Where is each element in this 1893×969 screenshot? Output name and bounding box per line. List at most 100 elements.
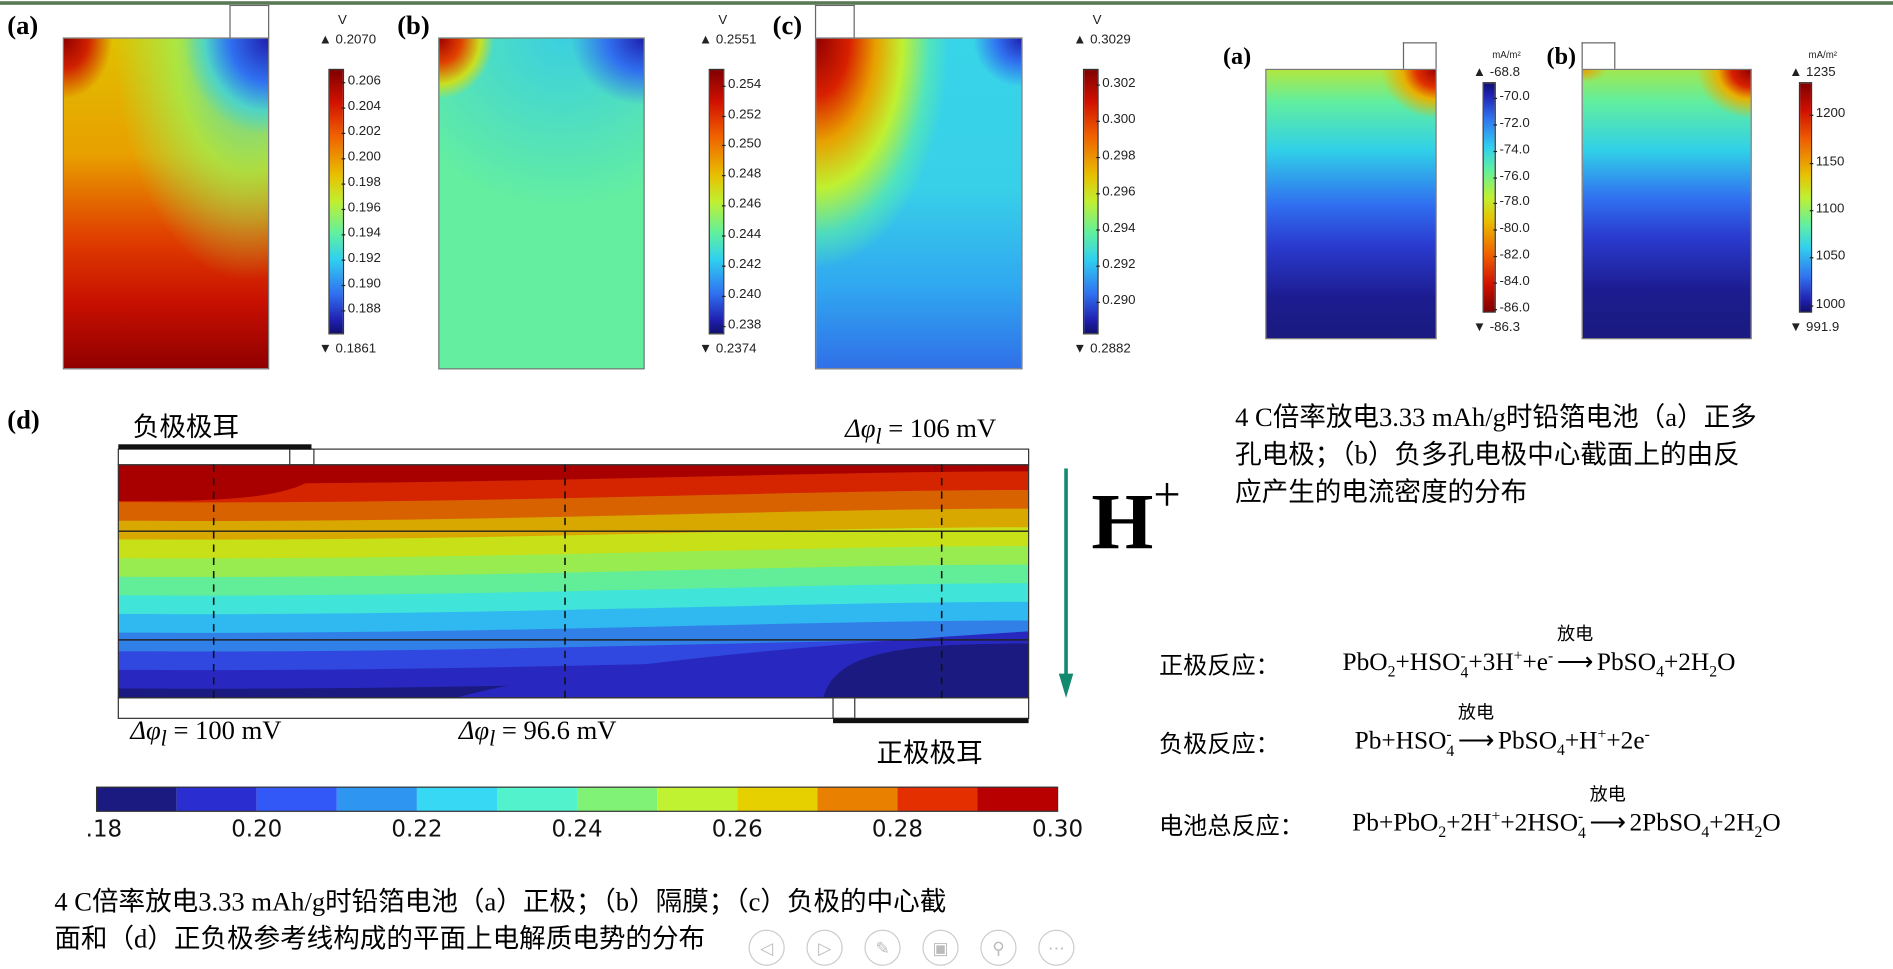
eq-text: +HSO	[1395, 647, 1461, 677]
negative-collector-strip	[117, 448, 1030, 466]
colorbar-b-unit: V	[718, 13, 728, 28]
reaction-equation: Pb+PbO2+2H++2HSO -4 放电 ⟶ 2PbSO4+2H2O	[1352, 786, 1780, 841]
eq-text: Pb+HSO	[1354, 725, 1447, 755]
right-colorbar-b-tick-mark	[1809, 115, 1814, 117]
arrow-icon: ⟶	[1556, 647, 1594, 677]
ion-flow-arrow-icon	[1058, 468, 1074, 698]
more-icon[interactable]: ⋯	[1038, 929, 1075, 966]
reaction-equation: Pb+HSO -4 放电 ⟶ PbSO4+H++2e-	[1354, 704, 1650, 759]
panel-d-colorbar: 0.18 0.20 0.22 0.24 0.26 0.28 0.30	[85, 786, 1083, 843]
colorbar-b-tick-label: 0.238	[728, 316, 762, 332]
colorbar-tick-label: 0.28	[872, 817, 923, 843]
eq-text: PbSO	[1497, 725, 1558, 755]
panel-b-heatmap	[438, 37, 645, 370]
colorbar-tick-label: 0.24	[552, 817, 603, 843]
colorbar-c-tick-label: 0.292	[1102, 257, 1136, 272]
right-panel-b-tab	[1581, 42, 1616, 69]
right-colorbar-a-tick-label: -86.0	[1499, 300, 1530, 315]
right-colorbar-a-min: ▼ -86.3	[1472, 319, 1521, 335]
right-colorbar-a-tick-mark	[1493, 176, 1498, 179]
right-colorbar-b-tick-label: 1000	[1815, 296, 1846, 312]
colorbar-a-tick-mark	[341, 157, 346, 159]
colorbar-a-unit: V	[338, 13, 347, 28]
colorbar-a-tick-label: 0.196	[347, 200, 381, 215]
colorbar-c-unit: V	[1092, 13, 1102, 28]
negative-tab-bar	[118, 444, 312, 450]
ion-charge: +	[1153, 467, 1181, 522]
next-icon[interactable]: ▷	[806, 929, 843, 966]
eq-subsup: -4	[1460, 647, 1469, 682]
slide-nav-bar: ◁ ▷ ✎ ▣ ⚲ ⋯	[748, 929, 1075, 966]
dphi-top-right: Δφl = 106 mV	[845, 413, 996, 450]
right-colorbar-b-tick-label: 1200	[1815, 106, 1846, 122]
eq-sub: 4	[1701, 822, 1710, 841]
dphi-symbol: Δφ	[458, 714, 490, 745]
right-colorbar-b-tick-label: 1050	[1815, 249, 1846, 264]
panel-b-label: (b)	[397, 9, 430, 40]
colorbar-a-tick-mark	[341, 81, 346, 83]
right-colorbar-a-tick-label: -78.0	[1499, 194, 1530, 210]
colorbar-band	[336, 787, 417, 812]
right-colorbar-a-unit: mA/m²	[1492, 49, 1521, 61]
colorbar-c-tick-label: 0.290	[1102, 293, 1136, 308]
eq-text: +2H	[1709, 807, 1755, 837]
top-divider	[0, 1, 1893, 5]
right-colorbar-a-tick-label: -82.0	[1499, 247, 1530, 263]
dphi-bottom-left: Δφl = 100 mV	[130, 715, 281, 752]
right-colorbar-a-bar	[1482, 82, 1496, 313]
right-colorbar-a-tick-mark	[1493, 308, 1498, 310]
right-colorbar-a-tick-label: -80.0	[1499, 221, 1530, 236]
colorbar-b-tick-mark	[721, 205, 726, 207]
right-colorbar-a-tick-label: -74.0	[1499, 142, 1530, 157]
colorbar-c-tick-mark	[1096, 265, 1100, 267]
colorbar-b-tick-label: 0.242	[728, 256, 762, 272]
right-panel-a-label: (a)	[1222, 43, 1252, 71]
eq-text: O	[1717, 647, 1736, 677]
colorbar-c-tick-mark	[1096, 85, 1100, 87]
right-colorbar-b-tick-mark	[1809, 257, 1814, 259]
right-colorbar-b-min: ▼ 991.9	[1789, 319, 1840, 335]
colorbar-band	[176, 787, 257, 812]
zoom-icon[interactable]: ⚲	[980, 929, 1017, 966]
right-panel-a-tab	[1402, 42, 1437, 69]
eq-text: Pb+PbO	[1352, 807, 1439, 837]
colorbar-border	[95, 786, 1059, 812]
eq-sub: 4	[1460, 663, 1469, 682]
colorbar-a-tick-mark	[341, 310, 346, 312]
right-colorbar-a-max: ▲ -68.8	[1472, 65, 1521, 80]
panel-d-field	[117, 444, 1030, 724]
colorbar-band	[416, 787, 498, 812]
panel-d-label: (d)	[7, 404, 40, 435]
colorbar-c-max: ▲ 0.3029	[1073, 32, 1131, 48]
colorbar-a-tick-label: 0.200	[347, 149, 381, 164]
eq-sup: +	[1597, 724, 1607, 743]
right-colorbar-b-bar	[1798, 82, 1813, 313]
colorbar-b-tick-label: 0.254	[728, 76, 762, 92]
eq-text: PbSO	[1596, 647, 1657, 677]
reaction-label: 电池总反应：	[1159, 813, 1304, 841]
eq-sub: 4	[1557, 740, 1565, 759]
right-colorbar-a-tick-label: -76.0	[1499, 168, 1530, 184]
panel-c-label: (c)	[772, 9, 803, 40]
eq-subsup: -4	[1578, 808, 1586, 841]
eq-sup: -	[1548, 645, 1554, 665]
pen-icon[interactable]: ✎	[864, 929, 901, 966]
colorbar-a-tick-label: 0.204	[347, 98, 381, 113]
right-colorbar-a-tick-mark	[1493, 282, 1498, 284]
right-colorbar-b-tick-label: 1150	[1815, 154, 1845, 169]
right-colorbar-b-tick-mark	[1809, 210, 1814, 212]
right-panel-a-heatmap	[1265, 68, 1437, 340]
colorbar-band	[977, 787, 1058, 812]
colorbar-a-tick-label: 0.198	[347, 174, 381, 190]
eq-sub: 2	[1387, 661, 1396, 680]
eq-sub: 4	[1656, 661, 1664, 680]
previous-icon[interactable]: ◁	[748, 929, 785, 966]
bottom-caption-line: 面和（d）正负极参考线构成的平面上电解质电势的分布	[54, 923, 706, 954]
arrow-condition: 放电	[1589, 785, 1626, 806]
colorbar-c-tick-mark	[1096, 193, 1100, 195]
slides-icon[interactable]: ▣	[922, 929, 959, 966]
colorbar-b-min: ▼ 0.2374	[699, 341, 757, 357]
eq-text: PbO	[1342, 647, 1388, 677]
colorbar-a-max: ▲ 0.2070	[318, 32, 377, 48]
